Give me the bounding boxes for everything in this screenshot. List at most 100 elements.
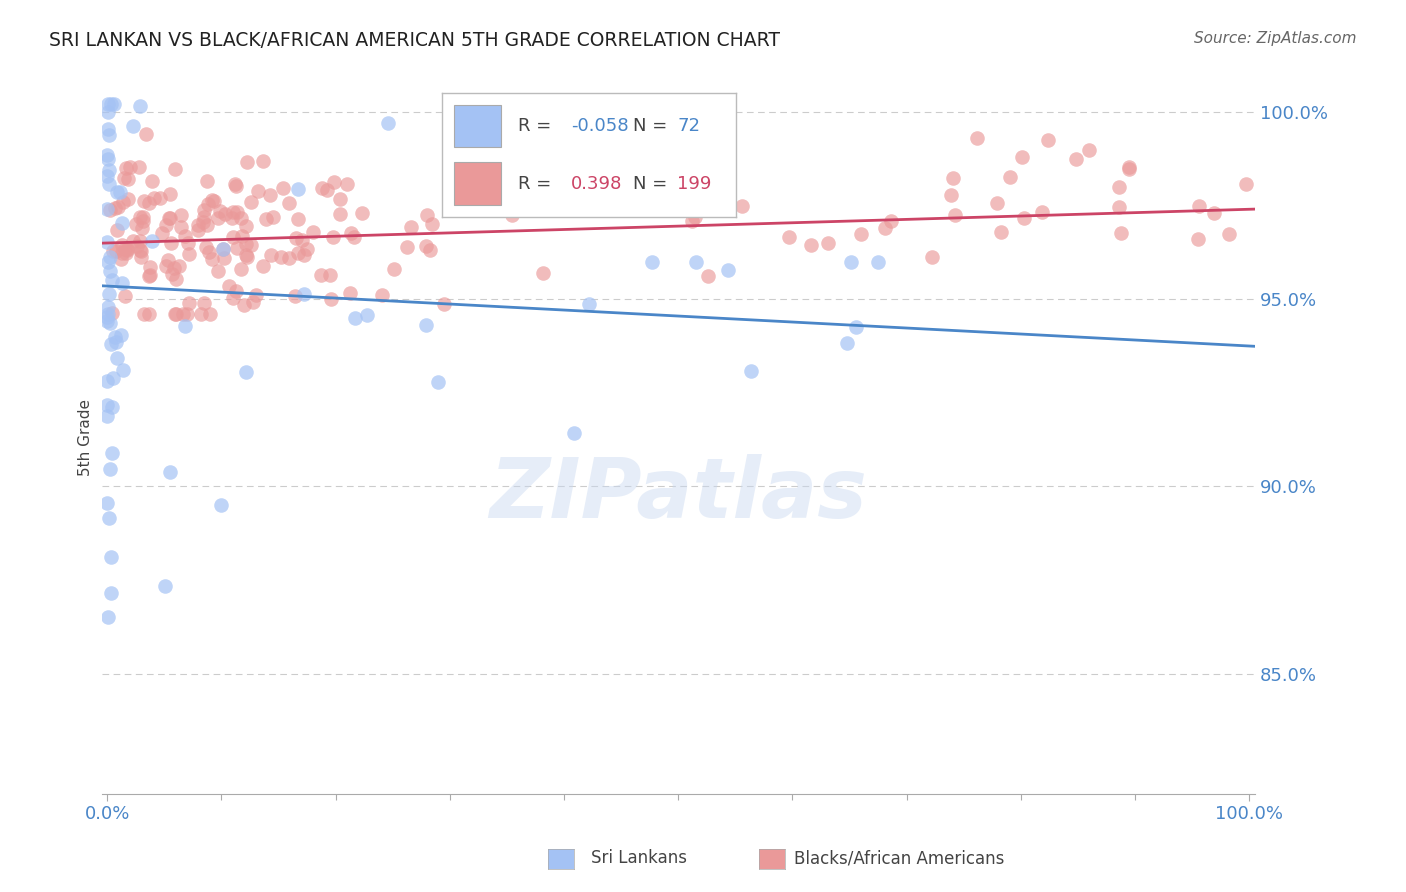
Point: [433, 296, 456, 310]
Point: [129, 99, 152, 113]
Point: [233, 298, 256, 312]
Point: [112, 170, 135, 185]
Point: [156, 253, 179, 268]
Point: [110, 252, 132, 266]
Point: [270, 250, 292, 264]
Point: [225, 179, 247, 194]
Point: [97, 122, 120, 136]
Point: [1031, 205, 1053, 219]
Point: [101, 244, 124, 258]
Point: [295, 242, 318, 256]
Point: [254, 211, 277, 226]
Point: [194, 240, 217, 254]
Point: [329, 193, 352, 207]
Point: [221, 230, 243, 244]
Point: [197, 197, 219, 211]
Point: [1234, 177, 1257, 191]
Point: [100, 306, 122, 320]
Point: [159, 211, 181, 225]
Point: [110, 238, 132, 252]
Point: [165, 307, 187, 321]
Point: [159, 235, 181, 250]
Point: [176, 307, 198, 321]
Point: [125, 217, 148, 231]
Point: [138, 268, 160, 283]
Point: [292, 248, 315, 262]
Point: [501, 208, 523, 222]
Point: [122, 119, 145, 133]
Point: [986, 195, 1008, 210]
Text: SRI LANKAN VS BLACK/AFRICAN AMERICAN 5TH GRADE CORRELATION CHART: SRI LANKAN VS BLACK/AFRICAN AMERICAN 5TH…: [49, 31, 780, 50]
Point: [262, 210, 284, 224]
Point: [531, 267, 554, 281]
Point: [221, 204, 243, 219]
Point: [165, 271, 187, 285]
Point: [193, 295, 215, 310]
Point: [235, 247, 257, 261]
Point: [112, 363, 135, 377]
Point: [212, 252, 235, 266]
Point: [343, 310, 366, 325]
Point: [1011, 150, 1033, 164]
Point: [208, 203, 231, 218]
Point: [98, 511, 121, 525]
Point: [236, 155, 259, 169]
Point: [141, 234, 163, 248]
Point: [174, 318, 197, 333]
Point: [271, 181, 294, 195]
Point: [131, 221, 153, 235]
Point: [96, 97, 118, 112]
Point: [697, 268, 720, 283]
Point: [111, 276, 134, 290]
Point: [198, 307, 221, 321]
Point: [1036, 133, 1059, 147]
Point: [153, 579, 176, 593]
Point: [98, 251, 121, 265]
Text: ZIPatlas: ZIPatlas: [489, 454, 868, 535]
Point: [291, 233, 314, 247]
Point: [681, 214, 703, 228]
Point: [416, 208, 439, 222]
Point: [415, 318, 437, 333]
Point: [252, 154, 274, 169]
Point: [942, 171, 965, 186]
Point: [1109, 226, 1132, 240]
Point: [128, 210, 150, 224]
Point: [287, 182, 309, 196]
Point: [97, 104, 120, 119]
Point: [159, 465, 181, 479]
Point: [198, 244, 221, 259]
Point: [239, 237, 262, 252]
Point: [172, 307, 194, 321]
Point: [97, 609, 120, 624]
Point: [96, 202, 118, 217]
Point: [108, 185, 131, 199]
Point: [209, 498, 232, 512]
Point: [323, 175, 346, 189]
Point: [851, 227, 873, 241]
Point: [115, 161, 138, 176]
Point: [97, 163, 120, 178]
Point: [105, 351, 128, 365]
Point: [240, 195, 263, 210]
Point: [523, 199, 546, 213]
Point: [740, 363, 762, 377]
Point: [990, 225, 1012, 239]
Point: [138, 307, 160, 321]
Point: [921, 250, 943, 264]
Point: [96, 148, 118, 162]
Point: [1064, 153, 1087, 167]
Point: [110, 327, 132, 342]
Point: [285, 230, 308, 244]
Point: [103, 371, 125, 385]
Point: [278, 251, 301, 265]
Point: [100, 97, 122, 112]
Point: [96, 409, 118, 424]
Point: [1118, 161, 1140, 175]
Point: [127, 238, 149, 252]
Point: [141, 174, 163, 188]
Point: [104, 201, 127, 215]
Point: [277, 196, 299, 211]
Point: [682, 118, 704, 132]
Point: [685, 211, 707, 225]
